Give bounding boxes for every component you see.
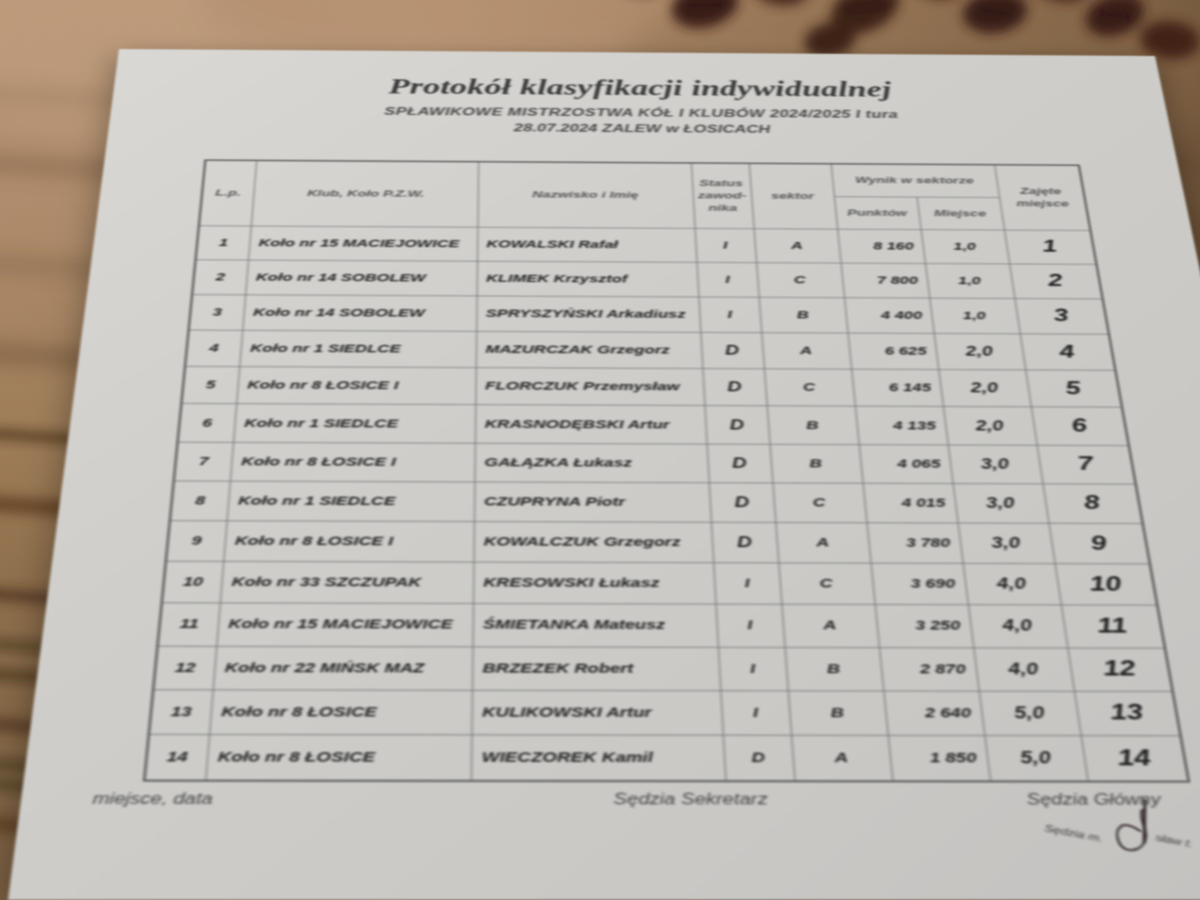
svg-text:sław t.: sław t. [1155,831,1194,849]
svg-text:Sędzia m.: Sędzia m. [1044,822,1104,844]
